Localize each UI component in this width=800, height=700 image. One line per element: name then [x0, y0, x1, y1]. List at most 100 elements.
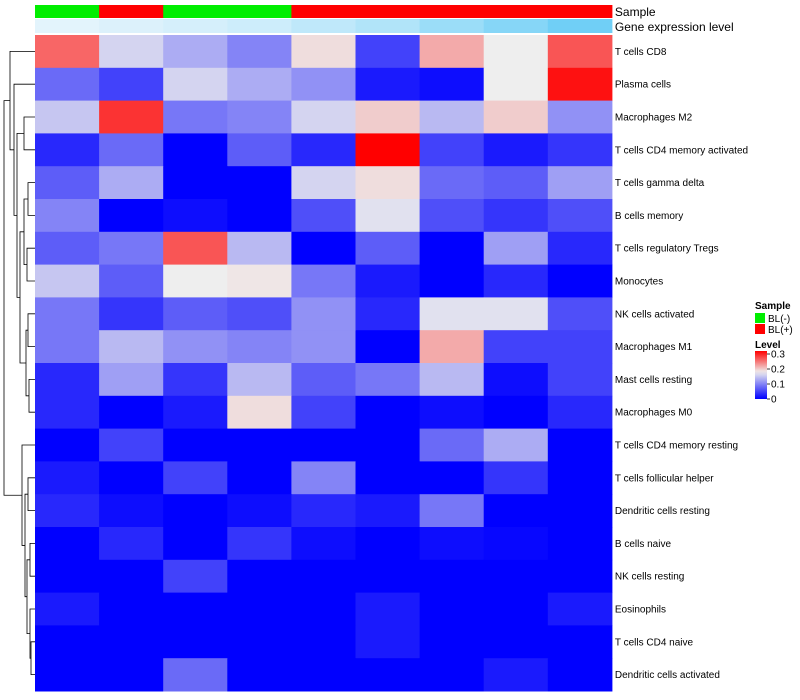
heatmap-cell	[291, 494, 356, 528]
heatmap-cell	[99, 363, 164, 397]
heatmap-cell	[419, 297, 485, 331]
row-label: Plasma cells	[615, 80, 671, 91]
heatmap-cell	[419, 428, 485, 462]
row-label: Monocytes	[615, 277, 663, 288]
heatmap-cell	[227, 166, 292, 200]
heatmap-cell	[227, 67, 292, 102]
heatmap-cell	[291, 67, 356, 102]
heatmap-cell	[163, 67, 228, 102]
heatmap-cell	[355, 100, 421, 134]
heatmap-cell	[291, 461, 356, 495]
heatmap-cell	[355, 330, 421, 364]
heatmap-cell	[419, 133, 485, 167]
heatmap-cell	[483, 363, 549, 397]
row-labels: T cells CD8 Plasma cells Macrophages M2 T c…	[615, 47, 748, 681]
dendrogram-branch	[27, 313, 35, 347]
heatmap-cell	[291, 330, 356, 364]
heatmap-cell	[355, 625, 421, 659]
heatmap-cell	[227, 395, 292, 430]
heatmap-cell	[99, 297, 164, 331]
heatmap-cell	[35, 461, 100, 495]
heatmap-cell	[355, 67, 421, 102]
heatmap-cell	[99, 395, 164, 430]
dendrogram-branch	[3, 100, 22, 496]
heatmap-cell	[355, 166, 421, 200]
heatmap-cell	[227, 494, 292, 528]
heatmap-cell	[483, 428, 549, 462]
heatmap-cell	[35, 231, 100, 266]
dendrogram-branch	[27, 182, 35, 216]
dendrogram-branch	[16, 133, 24, 298]
heatmap-cell	[355, 35, 421, 69]
sample-annotation-cell	[99, 5, 164, 18]
heatmap-cell	[35, 559, 100, 594]
row-label: Dendritic cells resting	[615, 506, 710, 517]
heatmap-cell	[227, 559, 292, 594]
row-label: T cells CD8	[615, 47, 667, 58]
heatmap-cell	[227, 133, 292, 167]
legend-color-bar	[755, 351, 767, 399]
row-label: T cells follicular helper	[615, 473, 714, 484]
heatmap-cell	[35, 35, 100, 69]
heatmap-cell	[547, 297, 613, 331]
heatmap-cell	[227, 625, 292, 659]
row-label: T cells CD4 naive	[615, 637, 694, 648]
heatmap-cell	[355, 559, 421, 594]
heatmap-cell	[483, 527, 549, 561]
dendrogram-branch	[29, 543, 35, 577]
heatmap-cell	[355, 428, 421, 462]
heatmap-cell	[419, 166, 485, 200]
dendrogram-branch	[28, 379, 35, 413]
heatmap-cell	[227, 363, 292, 397]
heatmap-cell	[163, 625, 228, 659]
heatmap-cell	[291, 100, 356, 134]
dendrogram-branch	[24, 493, 28, 598]
heatmap-cell	[483, 625, 549, 659]
heatmap-cell	[227, 100, 292, 134]
heatmap-cell	[291, 231, 356, 266]
heatmap-cell	[483, 461, 549, 495]
heatmap-cell	[419, 199, 485, 233]
heatmap-cell	[547, 527, 613, 561]
heatmap-cell	[483, 133, 549, 167]
legend-tick-label: 0.2	[771, 365, 785, 376]
heatmap-cell	[99, 658, 164, 692]
heatmap-cell	[163, 330, 228, 364]
heatmap-cell	[483, 395, 549, 430]
heatmap-cell	[547, 35, 613, 69]
heatmap-cell	[547, 658, 613, 692]
heatmap-cell	[35, 67, 100, 102]
heatmap-cell	[163, 363, 228, 397]
heatmap-cell	[355, 494, 421, 528]
sample-annotation-cell	[547, 5, 613, 18]
heatmap-cell	[163, 231, 228, 266]
heatmap-cell	[355, 199, 421, 233]
expression-annotation-cell	[99, 19, 164, 33]
heatmap-cell	[35, 166, 100, 200]
heatmap-cell	[35, 658, 100, 692]
heatmap-cell	[483, 264, 549, 298]
heatmap-cell	[355, 658, 421, 692]
expression-annotation-cell	[291, 19, 356, 33]
dendrogram-branch	[26, 559, 30, 634]
heatmap-cell	[99, 461, 164, 495]
heatmap-cell	[163, 35, 228, 69]
heatmap-cell	[483, 67, 549, 102]
heatmap-cell	[227, 35, 292, 69]
heatmap-cell	[419, 592, 485, 626]
heatmap-cell	[483, 559, 549, 594]
heatmap-cell	[419, 330, 485, 364]
heatmap-cell	[227, 330, 292, 364]
heatmap-cell	[99, 264, 164, 298]
heatmap-cell	[355, 592, 421, 626]
heatmap-cell	[547, 428, 613, 462]
heatmap-cell	[419, 35, 485, 69]
sample-annotation-cell	[163, 5, 228, 18]
heatmap-cell	[547, 461, 613, 495]
heatmap-cell	[99, 494, 164, 528]
heatmap-cell	[227, 428, 292, 462]
expression-annotation-cell	[227, 19, 292, 33]
row-dendrogram	[3, 51, 35, 675]
heatmap-cell	[291, 428, 356, 462]
sample-annotation-cell	[355, 5, 421, 18]
